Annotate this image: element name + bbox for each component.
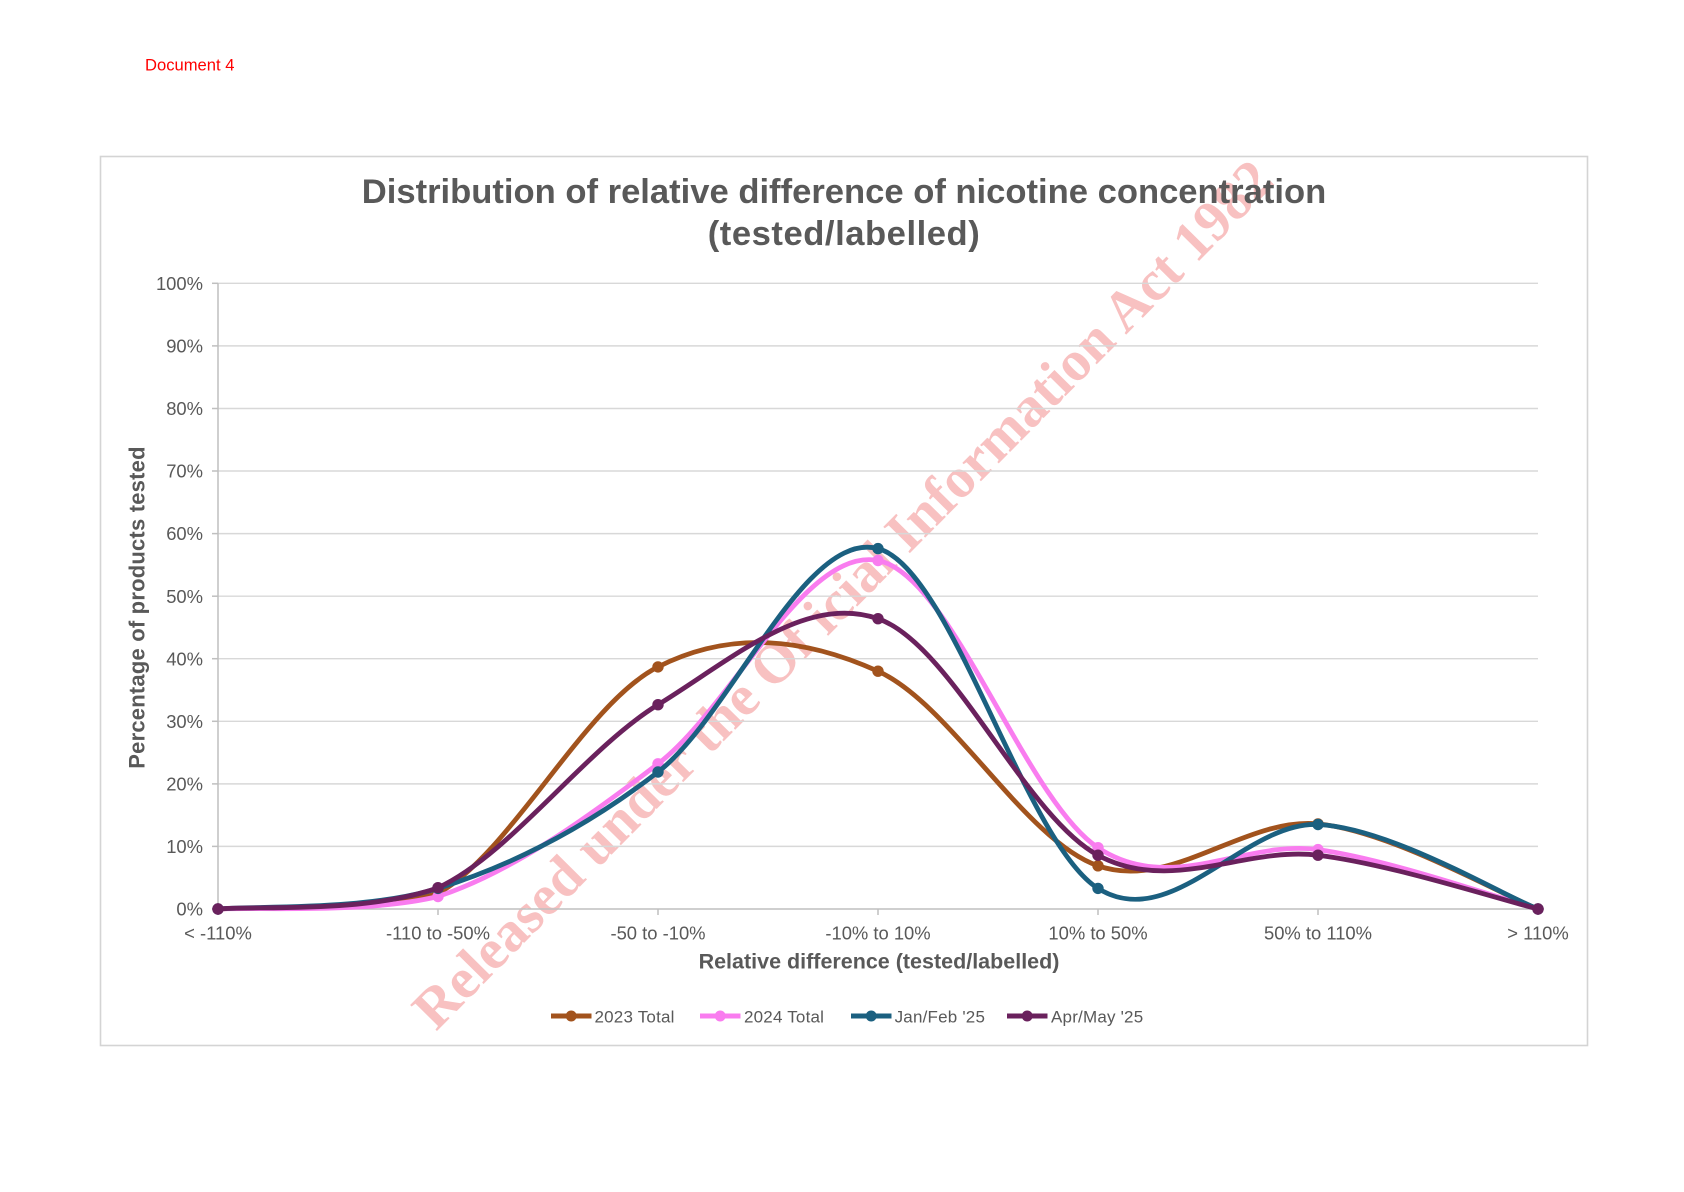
svg-text:50%: 50% <box>166 586 203 607</box>
svg-text:0%: 0% <box>176 899 203 920</box>
svg-text:2024 Total: 2024 Total <box>744 1008 824 1027</box>
svg-text:80%: 80% <box>166 398 203 419</box>
svg-text:> 110%: > 110% <box>1507 923 1569 944</box>
svg-text:Apr/May '25: Apr/May '25 <box>1051 1008 1143 1027</box>
svg-text:Relative difference (tested/la: Relative difference (tested/labelled) <box>699 950 1060 974</box>
svg-text:Jan/Feb '25: Jan/Feb '25 <box>895 1008 986 1027</box>
svg-text:100%: 100% <box>156 273 203 294</box>
svg-text:60%: 60% <box>166 523 203 544</box>
svg-text:10% to 50%: 10% to 50% <box>1048 923 1147 944</box>
svg-text:-10% to 10%: -10% to 10% <box>825 923 930 944</box>
svg-text:-110 to -50%: -110 to -50% <box>386 923 490 944</box>
svg-text:< -110%: < -110% <box>184 923 252 944</box>
svg-text:2023 Total: 2023 Total <box>595 1008 675 1027</box>
svg-text:Distribution of relative diffe: Distribution of relative difference of n… <box>362 173 1326 211</box>
svg-text:Document 4: Document 4 <box>145 56 234 75</box>
svg-text:-50 to -10%: -50 to -10% <box>610 923 705 944</box>
svg-text:10%: 10% <box>166 836 203 857</box>
svg-text:(tested/labelled): (tested/labelled) <box>708 215 981 253</box>
svg-text:20%: 20% <box>166 774 203 795</box>
svg-text:Percentage of products tested: Percentage of products tested <box>125 446 150 768</box>
svg-text:30%: 30% <box>166 711 203 732</box>
svg-text:90%: 90% <box>166 336 203 357</box>
svg-text:70%: 70% <box>166 461 203 482</box>
svg-text:50% to 110%: 50% to 110% <box>1264 923 1372 944</box>
svg-text:40%: 40% <box>166 648 203 669</box>
